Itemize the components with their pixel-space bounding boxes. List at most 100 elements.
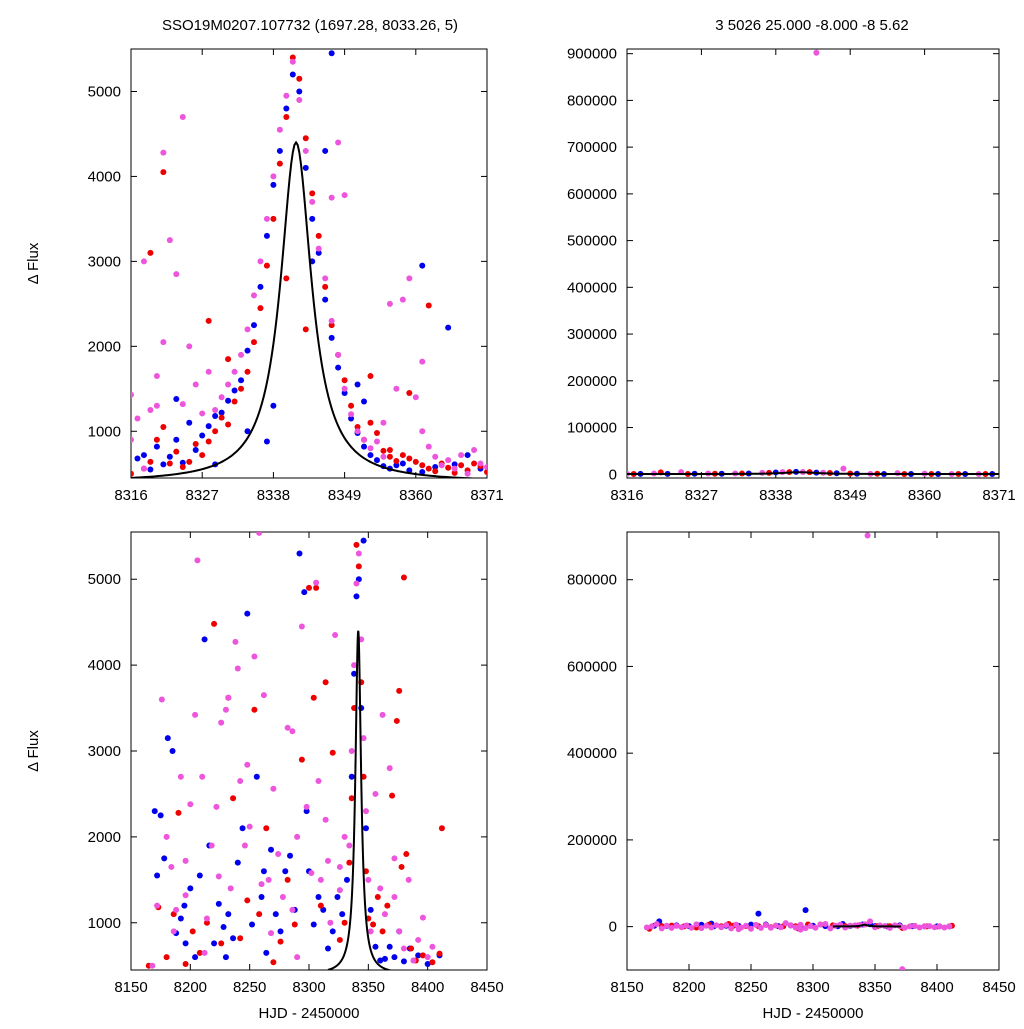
data-point-blue xyxy=(341,390,348,397)
data-point-magenta xyxy=(813,49,820,56)
data-point-magenta xyxy=(410,957,417,964)
data-point-blue xyxy=(272,911,279,918)
data-point-magenta xyxy=(379,711,386,718)
y-tick-label: 800000 xyxy=(567,572,617,589)
x-tick-label: 8316 xyxy=(610,487,643,504)
x-tick-label: 8360 xyxy=(908,487,941,504)
data-point-blue xyxy=(173,436,180,443)
x-tick-label: 8350 xyxy=(352,979,385,996)
data-point-blue xyxy=(343,876,350,883)
data-point-magenta xyxy=(153,373,160,380)
data-point-magenta xyxy=(683,922,690,929)
data-point-blue xyxy=(166,453,173,460)
data-point-magenta xyxy=(405,876,412,883)
data-point-blue xyxy=(296,550,303,557)
data-point-magenta xyxy=(265,876,272,883)
data-point-red xyxy=(147,458,154,465)
data-point-magenta xyxy=(367,928,374,935)
data-point-magenta xyxy=(393,385,400,392)
data-point-blue xyxy=(192,446,199,453)
data-point-blue xyxy=(309,215,316,222)
panel-bottom-left: 8150 8200 8250 8300 8350 8400 8450 1000 2000 3000… xyxy=(25,531,504,1022)
data-point-blue xyxy=(263,232,270,239)
data-point-blue xyxy=(187,885,194,892)
data-point-magenta xyxy=(351,662,358,669)
data-point-magenta xyxy=(906,923,913,930)
y-tick-label: 600000 xyxy=(567,186,617,203)
data-point-blue xyxy=(164,735,171,742)
data-point-magenta xyxy=(173,271,180,278)
data-point-blue xyxy=(393,462,400,469)
data-point-magenta xyxy=(757,924,764,931)
data-point-blue xyxy=(361,398,368,405)
x-tick-label: 8300 xyxy=(796,979,829,996)
y-axis-label: Δ Flux xyxy=(25,730,42,772)
data-point-red xyxy=(212,428,219,435)
data-point-magenta xyxy=(275,851,282,858)
data-point-red xyxy=(306,584,312,591)
data-point-magenta xyxy=(864,532,871,539)
data-point-red xyxy=(283,275,290,282)
data-point-magenta xyxy=(270,785,277,792)
data-point-red xyxy=(175,809,182,816)
data-point-red xyxy=(389,792,396,799)
data-point-red xyxy=(379,928,386,935)
data-point-blue xyxy=(351,670,358,677)
data-point-magenta xyxy=(425,443,432,450)
data-point-magenta xyxy=(276,126,283,133)
data-point-magenta xyxy=(911,922,918,929)
data-point-blue xyxy=(432,463,439,470)
data-point-magenta xyxy=(194,557,201,564)
data-point-red xyxy=(225,421,232,428)
data-point-magenta xyxy=(663,922,670,929)
data-point-blue xyxy=(218,409,225,416)
data-point-magenta xyxy=(336,887,343,894)
data-point-red xyxy=(354,424,361,431)
data-point-magenta xyxy=(381,911,388,918)
panels-group: 8316 8327 8338 8349 8360 8371 1000 2000 3000 4000… xyxy=(25,46,1016,1022)
data-point-magenta xyxy=(309,198,316,205)
data-point-red xyxy=(160,169,167,176)
data-point-red xyxy=(451,469,458,476)
x-tick-label: 8150 xyxy=(114,979,147,996)
data-point-magenta xyxy=(257,258,264,265)
data-point-red xyxy=(341,377,348,384)
data-point-red xyxy=(270,215,277,222)
data-point-magenta xyxy=(445,457,452,464)
data-point-magenta xyxy=(251,653,258,660)
data-point-red xyxy=(302,135,309,142)
data-point-red xyxy=(173,448,180,455)
data-point-magenta xyxy=(678,924,685,931)
y-tick-label: 900000 xyxy=(567,46,617,63)
x-tick-label: 8327 xyxy=(685,487,718,504)
data-point-red xyxy=(160,424,167,431)
data-point-red xyxy=(192,441,199,448)
data-point-blue xyxy=(335,364,342,371)
x-tick-label: 8338 xyxy=(759,487,792,504)
data-point-magenta xyxy=(250,292,257,299)
plot-frame xyxy=(626,48,1000,479)
data-point-blue xyxy=(406,467,413,474)
data-point-red xyxy=(199,452,206,459)
data-point-red xyxy=(403,851,410,858)
data-point-magenta xyxy=(317,876,324,883)
data-point-blue xyxy=(257,283,264,290)
data-point-red xyxy=(341,919,348,926)
data-point-red xyxy=(250,339,257,346)
data-point-magenta xyxy=(946,923,953,930)
data-point-magenta xyxy=(225,694,232,701)
data-point-magenta xyxy=(772,922,779,929)
data-point-magenta xyxy=(658,925,665,932)
data-point-magenta xyxy=(222,706,229,713)
data-points xyxy=(131,50,487,478)
data-point-magenta xyxy=(346,842,353,849)
data-point-red xyxy=(398,863,405,870)
data-point-magenta xyxy=(270,173,277,180)
data-point-magenta xyxy=(192,711,199,718)
x-tick-label: 8250 xyxy=(233,979,266,996)
data-point-magenta xyxy=(419,428,426,435)
data-point-magenta xyxy=(438,462,445,469)
x-tick-label: 8360 xyxy=(399,487,432,504)
y-tick-label: 600000 xyxy=(567,658,617,675)
data-point-red xyxy=(256,911,263,918)
